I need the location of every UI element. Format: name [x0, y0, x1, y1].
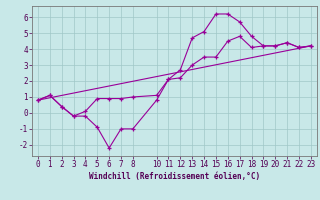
X-axis label: Windchill (Refroidissement éolien,°C): Windchill (Refroidissement éolien,°C)	[89, 172, 260, 181]
